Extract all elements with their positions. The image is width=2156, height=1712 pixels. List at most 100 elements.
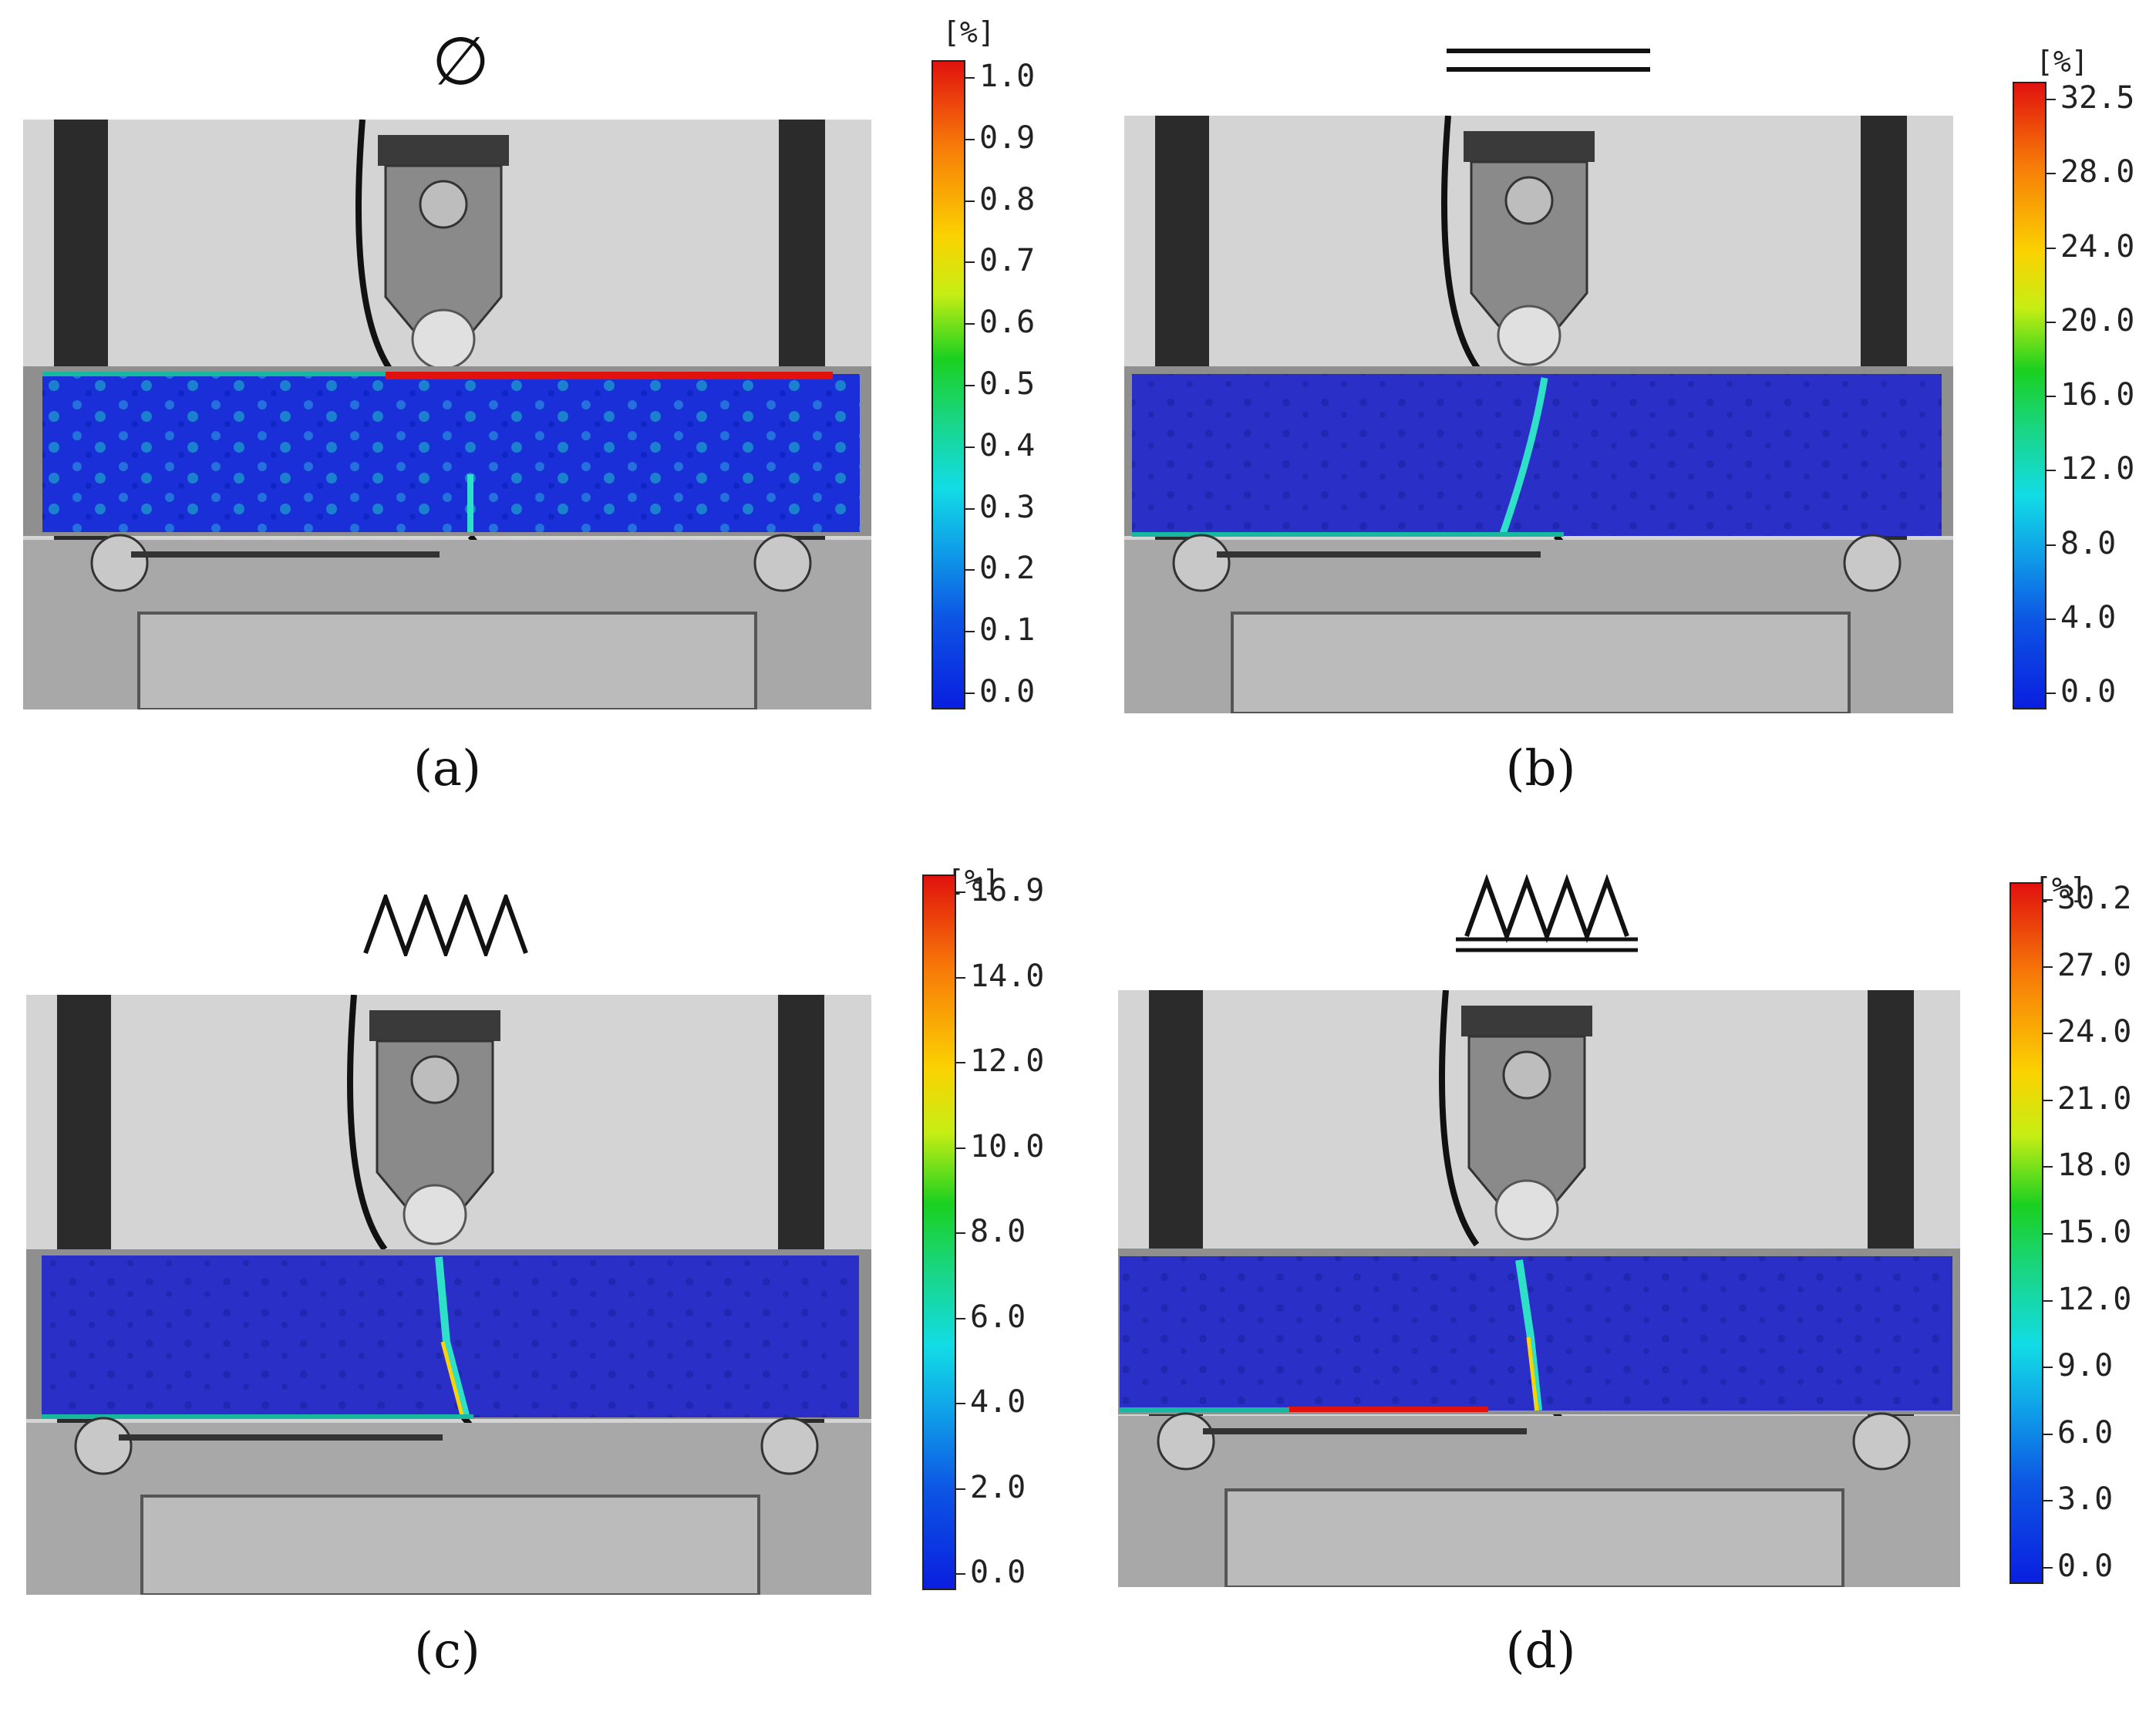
colorbar-tick-mark	[956, 1232, 965, 1234]
colorbar-tick-mark	[965, 323, 975, 325]
colorbar-tick-label: 30.2	[2057, 881, 2132, 916]
colorbar-tick-label: 12.0	[2060, 451, 2135, 487]
colorbar	[2013, 82, 2047, 709]
colorbar-tick-mark	[965, 385, 975, 386]
colorbar-tick-mark	[2043, 1166, 2053, 1168]
colorbar-tick-label: 15.0	[2057, 1215, 2132, 1250]
panel-a: ∅	[0, 0, 1078, 856]
colorbar-tick-mark	[2043, 1367, 2053, 1369]
colorbar	[931, 60, 965, 709]
colorbar-tick-mark	[956, 976, 965, 979]
colorbar-tick-label: 28.0	[2060, 154, 2135, 190]
colorbar-tick-mark	[2047, 544, 2056, 546]
colorbar	[2009, 882, 2043, 1584]
colorbar-tick-mark	[965, 138, 975, 140]
colorbar-tick-mark	[956, 1573, 965, 1575]
colorbar-tick-label: 8.0	[970, 1214, 1026, 1249]
colorbar-unit: [%]	[942, 15, 995, 49]
colorbar-tick-mark	[965, 693, 975, 694]
colorbar-tick-label: 14.0	[970, 958, 1045, 994]
colorbar-tick-mark	[2043, 1433, 2053, 1435]
test-rig-illustration	[23, 120, 871, 709]
colorbar-tick-mark	[2047, 396, 2056, 397]
colorbar-tick-mark	[956, 1317, 965, 1319]
colorbar-tick-label: 0.0	[970, 1555, 1026, 1590]
colorbar-tick-label: 0.0	[2057, 1549, 2114, 1584]
colorbar-tick-mark	[2043, 1233, 2053, 1235]
panel-label: (b)	[1505, 740, 1576, 797]
colorbar-tick-label: 18.0	[2057, 1148, 2132, 1184]
colorbar-tick-mark	[2047, 173, 2056, 175]
zigzag-symbol	[363, 895, 528, 956]
double-line-symbol	[1447, 49, 1650, 72]
colorbar-tick-label: 0.1	[979, 612, 1036, 649]
colorbar-tick-label: 4.0	[2060, 599, 2117, 635]
colorbar-tick-mark	[2047, 693, 2056, 694]
panel-label: (a)	[413, 740, 482, 797]
colorbar-tick-label: 10.0	[970, 1128, 1045, 1164]
panel-label: (d)	[1505, 1623, 1576, 1680]
colorbar-tick-label: 0.3	[979, 489, 1036, 525]
colorbar-tick-label: 24.0	[2060, 228, 2135, 265]
colorbar-tick-label: 32.5	[2060, 80, 2135, 116]
colorbar-tick-label: 27.0	[2057, 947, 2132, 983]
colorbar-tick-label: 0.7	[979, 243, 1036, 279]
colorbar-tick-mark	[956, 1403, 965, 1404]
specimen-photo	[23, 120, 871, 709]
colorbar-tick-label: 0.0	[2060, 674, 2117, 709]
specimen-photo	[1124, 116, 1953, 713]
colorbar-tick-mark	[2043, 1299, 2053, 1302]
colorbar-tick-mark	[965, 569, 975, 571]
colorbar-tick-mark	[965, 261, 975, 264]
specimen-photo	[26, 995, 871, 1595]
panel-d: [%] 30.2 27.0 24.0 21.0 18.0 15.0 12.0 9.0 6.0 3.…	[1078, 856, 2156, 1712]
colorbar-tick-mark	[2043, 966, 2053, 968]
colorbar-tick-mark	[956, 891, 965, 893]
colorbar-tick-label: 21.0	[2057, 1080, 2132, 1117]
panel-label: (c)	[414, 1623, 480, 1680]
colorbar-tick-mark	[2047, 99, 2056, 100]
colorbar-tick-mark	[2043, 1033, 2053, 1035]
test-rig-illustration	[1124, 116, 1953, 713]
panel-c: [%] 16.9 14.0 12.0 10.0 8.0 6.0 4.0 2.0 0.0 (c)	[0, 856, 1078, 1712]
colorbar-tick-label: 2.0	[970, 1469, 1026, 1505]
colorbar-tick-mark	[2047, 247, 2056, 249]
colorbar-tick-mark	[2047, 470, 2056, 472]
colorbar-tick-mark	[2043, 899, 2053, 901]
colorbar-tick-label: 0.0	[979, 674, 1036, 709]
colorbar-unit: [%]	[2036, 45, 2089, 79]
colorbar-tick-label: 0.6	[979, 305, 1036, 341]
colorbar-tick-label: 12.0	[970, 1043, 1045, 1079]
colorbar-tick-label: 0.5	[979, 366, 1036, 402]
colorbar-tick-label: 9.0	[2057, 1348, 2114, 1384]
colorbar-tick-mark	[2047, 618, 2056, 620]
colorbar-tick-mark	[956, 1062, 965, 1063]
colorbar-tick-label: 20.0	[2060, 302, 2135, 339]
colorbar	[922, 875, 956, 1590]
colorbar-tick-label: 24.0	[2057, 1014, 2132, 1050]
colorbar-tick-label: 6.0	[970, 1299, 1026, 1335]
panel-b: [%] 32.5 28.0 24.0 20.0 16.0 12.0 8.0 4.0 0.0 (b…	[1078, 0, 2156, 856]
colorbar-tick-mark	[965, 507, 975, 510]
colorbar-tick-mark	[965, 446, 975, 448]
empty-set-symbol: ∅	[432, 23, 490, 100]
colorbar-tick-mark	[965, 200, 975, 202]
colorbar-tick-mark	[965, 77, 975, 79]
colorbar-tick-label: 3.0	[2057, 1481, 2114, 1518]
colorbar-tick-mark	[956, 1488, 965, 1490]
colorbar-tick-label: 4.0	[970, 1384, 1026, 1420]
colorbar-tick-mark	[2047, 321, 2056, 323]
colorbar-tick-label: 0.2	[979, 551, 1036, 587]
colorbar-tick-label: 12.0	[2057, 1281, 2132, 1317]
test-rig-illustration	[1118, 990, 1960, 1587]
colorbar-tick-label: 16.9	[970, 873, 1045, 908]
colorbar-tick-label: 8.0	[2060, 525, 2117, 561]
colorbar-tick-label: 0.9	[979, 120, 1036, 156]
colorbar-tick-mark	[2043, 1099, 2053, 1101]
colorbar-tick-label: 0.8	[979, 181, 1036, 217]
colorbar-tick-label: 0.4	[979, 427, 1036, 463]
test-rig-illustration	[26, 995, 871, 1595]
specimen-photo	[1118, 990, 1960, 1587]
zigzag-with-double-line-symbol	[1456, 874, 1638, 952]
colorbar-tick-mark	[2043, 1500, 2053, 1502]
